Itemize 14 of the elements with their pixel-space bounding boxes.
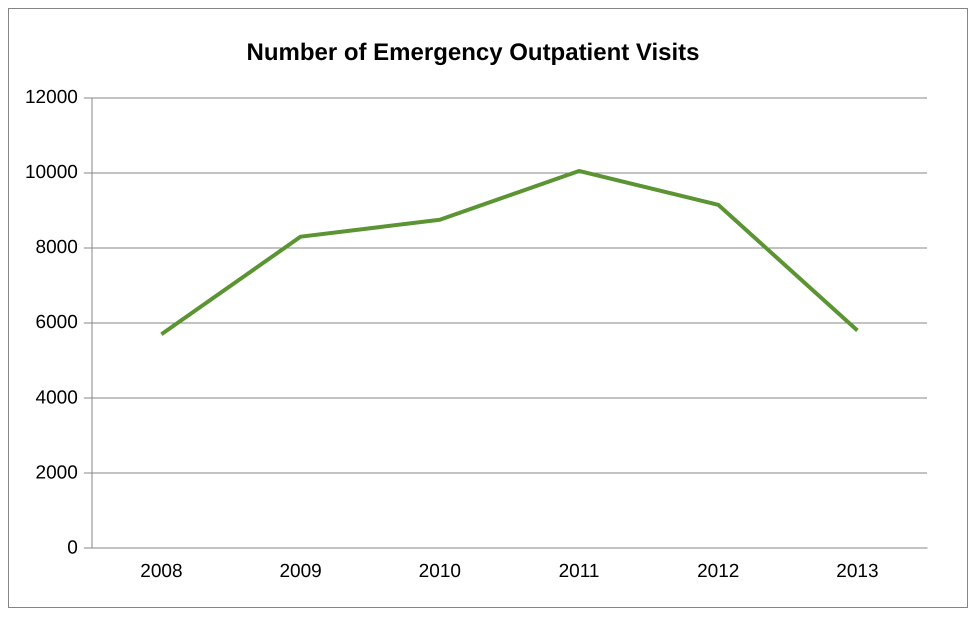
y-tick-label: 10000	[24, 162, 78, 184]
x-tick-label: 2011	[558, 560, 600, 582]
y-tick-label: 12000	[24, 87, 78, 108]
chart-title: Number of Emergency Outpatient Visits	[246, 39, 700, 66]
y-tick-label: 0	[67, 537, 78, 558]
x-tick-label: 2010	[418, 560, 461, 582]
x-tick-label: 2013	[836, 560, 879, 582]
x-tick-label: 2008	[140, 560, 183, 582]
y-tick-label: 8000	[36, 237, 78, 258]
x-tick-label: 2012	[697, 560, 740, 582]
y-tick-label: 2000	[36, 462, 78, 484]
x-tick-label: 2009	[279, 560, 322, 582]
y-tick-label: 6000	[36, 312, 78, 334]
y-tick-label: 4000	[36, 387, 78, 408]
